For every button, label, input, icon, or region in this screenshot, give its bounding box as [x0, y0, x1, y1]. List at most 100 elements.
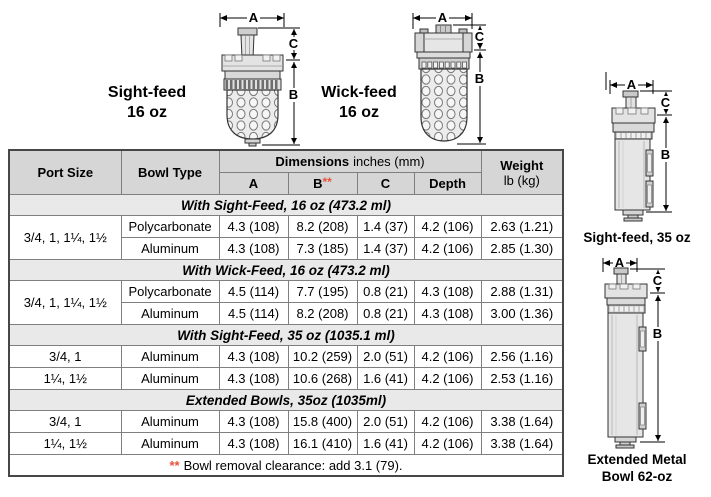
cell-dim-b: 7.7 (195): [287, 280, 358, 303]
cell-dim-b: 16.1 (410): [287, 432, 358, 455]
cell-dim-b: 8.2 (208): [287, 302, 358, 325]
cell-weight: 2.85 (1.30): [480, 237, 564, 260]
cell-bowl-type: Aluminum: [120, 432, 220, 455]
cell-dim-b: 7.3 (185): [287, 237, 358, 260]
sight-feed-16oz-label: Sight-feed 16 oz: [92, 83, 202, 123]
table-row: 3/4, 1, 1¼, 1½ Polycarbonate 4.3 (108) 8…: [8, 215, 564, 260]
dim-b-label: B: [289, 87, 298, 102]
cell-port-size: 1¼, 1½: [8, 432, 122, 455]
cell-bowl-type: Aluminum: [120, 237, 220, 260]
cell-port-size: 1¼, 1½: [8, 367, 122, 390]
cell-dim-b: 10.6 (268): [287, 367, 358, 390]
table-row: 3/4, 1, 1¼, 1½ Polycarbonate 4.5 (114) 7…: [8, 280, 564, 325]
cell-dim-c: 0.8 (21): [356, 280, 415, 303]
cell-bowl-type: Aluminum: [120, 302, 220, 325]
section-title: With Wick-Feed, 16 oz (473.2 ml): [8, 259, 564, 281]
dim-b-label: B: [653, 326, 662, 341]
section-header-row: With Sight-Feed, 16 oz (473.2 ml): [8, 194, 564, 216]
cell-bowl-type: Polycarbonate: [120, 280, 220, 303]
cell-dim-c: 0.8 (21): [356, 302, 415, 325]
dim-a-label: A: [615, 255, 625, 270]
cell-dim-c: 2.0 (51): [356, 345, 415, 368]
table-row: Aluminum 4.3 (108) 7.3 (185) 1.4 (37) 4.…: [9, 237, 564, 260]
cell-weight: 2.56 (1.16): [480, 345, 564, 368]
cell-depth: 4.3 (108): [413, 302, 482, 325]
header-col-c: C: [356, 172, 415, 195]
section-title: With Sight-Feed, 35 oz (1035.1 ml): [8, 324, 564, 346]
dim-c-label: C: [475, 29, 485, 44]
cell-bowl-type: Aluminum: [120, 410, 220, 433]
cell-dim-a: 4.3 (108): [218, 432, 289, 455]
sight-feed-35oz-diagram: A C: [605, 72, 673, 222]
cell-dim-a: 4.3 (108): [218, 367, 289, 390]
wick-feed-16oz-diagram: A C B: [412, 10, 487, 145]
footnote-marker: **: [322, 175, 332, 189]
cell-port-size: 3/4, 1, 1¼, 1½: [8, 280, 122, 325]
dim-c-label: C: [653, 273, 663, 288]
cell-dim-c: 1.6 (41): [356, 432, 415, 455]
extended-metal-bowl-label-line2: Bowl 62-oz: [601, 469, 673, 484]
table-row: 1¼, 1½ Aluminum 4.3 (108) 10.6 (268) 1.6…: [8, 367, 564, 390]
cell-dim-a: 4.3 (108): [218, 215, 289, 238]
dim-a-label: A: [627, 77, 637, 92]
dim-c-label: C: [661, 95, 671, 110]
cell-depth: 4.2 (106): [413, 237, 482, 260]
header-dimensions-unit: inches (mm): [353, 154, 425, 169]
wick-feed-16oz-label-line2: 16 oz: [338, 104, 379, 121]
cell-port-size: 3/4, 1, 1¼, 1½: [8, 215, 122, 260]
cell-weight: 3.38 (1.64): [480, 410, 564, 433]
cell-dim-c: 1.4 (37): [356, 237, 415, 260]
cell-dim-a: 4.5 (114): [218, 280, 289, 303]
cell-weight: 2.63 (1.21): [480, 215, 564, 238]
section-header-row: Extended Bowls, 35oz (1035ml): [8, 389, 564, 411]
cell-dim-c: 2.0 (51): [356, 410, 415, 433]
cell-weight: 3.38 (1.64): [480, 432, 564, 455]
header-row-1: Port Size Bowl Type Dimensions inches (mm…: [8, 149, 564, 195]
cell-bowl-type: Aluminum: [120, 367, 220, 390]
footnote-text: Bowl removal clearance: add 3.1 (79).: [183, 457, 403, 473]
cell-depth: 4.2 (106): [413, 215, 482, 238]
cell-dim-a: 4.3 (108): [218, 345, 289, 368]
dim-b-label: B: [475, 71, 484, 86]
sight-feed-16oz-label-line1: Sight-feed: [107, 84, 187, 101]
cell-dim-b: 15.8 (400): [287, 410, 358, 433]
header-weight: Weight lb (kg): [480, 149, 564, 195]
cell-dim-b: 10.2 (259): [287, 345, 358, 368]
header-row-2: A B** C Depth: [9, 172, 563, 195]
header-bowl-type: Bowl Type: [120, 149, 220, 195]
section-header-row: With Sight-Feed, 35 oz (1035.1 ml): [8, 324, 564, 346]
wick-feed-16oz-label: Wick-feed 16 oz: [304, 83, 414, 123]
dim-a-label: A: [249, 10, 259, 25]
cell-dim-c: 1.6 (41): [356, 367, 415, 390]
dim-b-label: B: [661, 147, 670, 162]
section-header-row: With Wick-Feed, 16 oz (473.2 ml): [8, 259, 564, 281]
cell-weight: 2.88 (1.31): [480, 280, 564, 303]
cell-depth: 4.2 (106): [413, 432, 482, 455]
dim-c-label: C: [289, 36, 299, 51]
extended-metal-bowl-label: Extended Metal Bowl 62-oz: [566, 451, 708, 485]
extended-metal-bowl-diagram: A C: [602, 255, 665, 449]
sight-feed-16oz-diagram: A C B: [219, 10, 301, 147]
header-weight-word: Weight: [500, 157, 544, 173]
footnote: ** Bowl removal clearance: add 3.1 (79).: [8, 454, 564, 477]
cell-depth: 4.2 (106): [413, 345, 482, 368]
header-col-a: A: [218, 172, 289, 195]
sight-feed-16oz-label-line2: 16 oz: [126, 104, 167, 121]
cell-dim-c: 1.4 (37): [356, 215, 415, 238]
header-dimensions-word: Dimensions: [275, 154, 350, 169]
cell-dim-a: 4.3 (108): [218, 237, 289, 260]
table-row: 3/4, 1 Aluminum 4.3 (108) 10.2 (259) 2.0…: [8, 345, 564, 368]
sight-feed-35oz-label: Sight-feed, 35 oz: [583, 230, 691, 245]
table-row: 3/4, 1 Aluminum 4.3 (108) 15.8 (400) 2.0…: [8, 410, 564, 433]
header-port-size: Port Size: [8, 149, 122, 195]
cell-dim-a: 4.3 (108): [218, 410, 289, 433]
cell-depth: 4.2 (106): [413, 367, 482, 390]
wick-feed-16oz-label-line1: Wick-feed: [321, 84, 397, 101]
header-dimensions: Dimensions inches (mm): [218, 149, 482, 173]
cell-dim-b: 8.2 (208): [287, 215, 358, 238]
dim-a-label: A: [438, 10, 448, 25]
extended-metal-bowl-label-line1: Extended Metal: [587, 452, 687, 467]
cell-port-size: 3/4, 1: [8, 410, 122, 433]
cell-depth: 4.3 (108): [413, 280, 482, 303]
